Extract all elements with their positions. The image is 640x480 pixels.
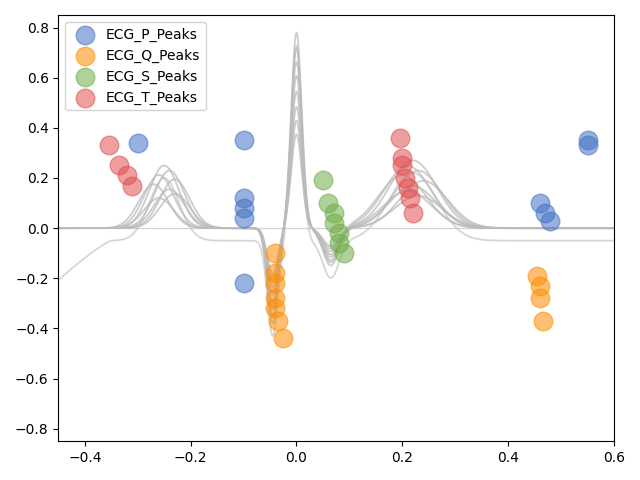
ECG_Q_Peaks bbox=[270, 250, 280, 257]
ECG_T_Peaks bbox=[397, 162, 408, 169]
ECG_T_Peaks bbox=[127, 181, 138, 189]
ECG_T_Peaks bbox=[122, 172, 132, 180]
ECG_Q_Peaks bbox=[535, 282, 545, 289]
ECG_T_Peaks bbox=[408, 209, 418, 217]
ECG_S_Peaks bbox=[318, 177, 328, 184]
ECG_P_Peaks bbox=[239, 194, 249, 202]
ECG_S_Peaks bbox=[328, 219, 339, 227]
ECG_Q_Peaks bbox=[270, 279, 280, 287]
ECG_S_Peaks bbox=[333, 229, 344, 237]
Legend: ECG_P_Peaks, ECG_Q_Peaks, ECG_S_Peaks, ECG_T_Peaks: ECG_P_Peaks, ECG_Q_Peaks, ECG_S_Peaks, E… bbox=[65, 22, 205, 110]
ECG_P_Peaks bbox=[582, 142, 593, 149]
ECG_S_Peaks bbox=[333, 240, 344, 247]
ECG_S_Peaks bbox=[323, 199, 333, 207]
ECG_Q_Peaks bbox=[535, 295, 545, 302]
ECG_Q_Peaks bbox=[538, 317, 548, 325]
ECG_T_Peaks bbox=[114, 162, 124, 169]
ECG_P_Peaks bbox=[545, 217, 556, 225]
ECG_P_Peaks bbox=[239, 279, 249, 287]
ECG_S_Peaks bbox=[328, 209, 339, 217]
ECG_P_Peaks bbox=[239, 136, 249, 144]
ECG_T_Peaks bbox=[397, 154, 408, 162]
ECG_Q_Peaks bbox=[532, 272, 542, 280]
ECG_P_Peaks bbox=[582, 136, 593, 144]
ECG_P_Peaks bbox=[535, 199, 545, 207]
ECG_P_Peaks bbox=[540, 209, 550, 217]
ECG_T_Peaks bbox=[405, 194, 415, 202]
ECG_P_Peaks bbox=[239, 214, 249, 222]
ECG_Q_Peaks bbox=[270, 304, 280, 312]
ECG_P_Peaks bbox=[239, 204, 249, 212]
ECG_Q_Peaks bbox=[270, 269, 280, 277]
ECG_T_Peaks bbox=[104, 142, 114, 149]
ECG_P_Peaks bbox=[132, 139, 143, 147]
ECG_T_Peaks bbox=[394, 134, 404, 142]
ECG_Q_Peaks bbox=[270, 295, 280, 302]
ECG_Q_Peaks bbox=[273, 317, 283, 325]
ECG_S_Peaks bbox=[339, 250, 349, 257]
ECG_T_Peaks bbox=[400, 174, 410, 182]
ECG_Q_Peaks bbox=[278, 335, 289, 342]
ECG_T_Peaks bbox=[403, 184, 413, 192]
